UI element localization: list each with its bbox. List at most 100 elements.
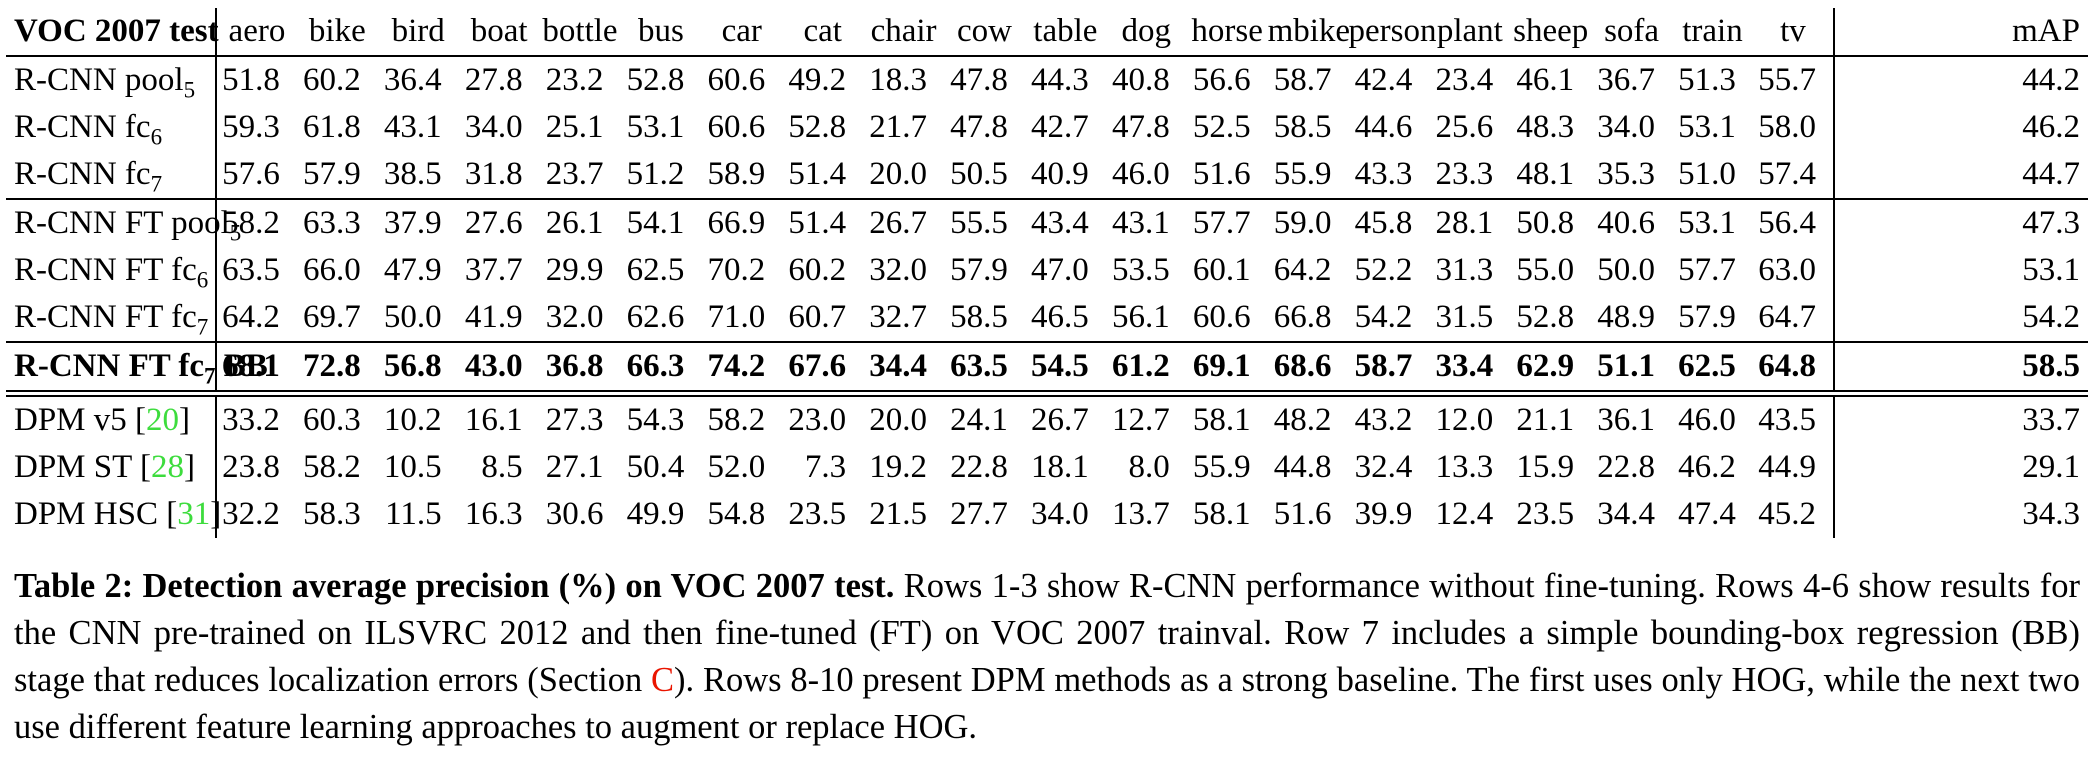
ap-cell-dog: 8.0 [1128,449,1170,485]
map-cell: 58.5 [1833,342,2088,397]
ap-cell-bottle: 36.8 [539,342,621,397]
ap-cell-bottle: 27.1 [545,449,604,485]
ap-cell-aero: 51.8 [215,56,297,104]
ap-cell-bird: 43.1 [383,109,442,145]
ap-cell-bottle: 30.6 [545,496,604,532]
ap-cell-horse: 58.1 [1192,402,1251,438]
ap-cell-person: 39.9 [1354,496,1413,532]
column-header-boat: boat [458,8,540,57]
ap-cell-car: 58.2 [707,402,766,438]
ap-cell-chair: 19.2 [869,449,928,485]
ap-cell-bus: 53.1 [626,109,685,145]
ap-cell-train: 53.1 [1678,109,1736,145]
ap-cell-tv: 45.2 [1758,496,1816,532]
column-header-train: train [1672,8,1753,57]
column-header-cat: cat [782,8,864,57]
ap-cell-plant: 12.0 [1435,402,1494,438]
column-header-aero: aero [215,8,297,57]
ap-cell-plant: 12.4 [1435,496,1494,532]
table-row: R-CNN FT pool5 58.2 63.3 37.9 27.6 26.1 54.1 66… [6,199,2088,247]
column-header-dog: dog [1105,8,1187,57]
ap-cell-chair: 21.7 [869,109,928,145]
table-caption: Table 2: Detection average precision (%)… [14,563,2080,751]
ap-cell-car: 58.9 [701,151,783,200]
section-c-link[interactable]: C [651,661,675,699]
ap-cell-boat: 16.1 [464,402,523,438]
ap-cell-car: 66.9 [707,205,766,241]
label-subscript: 5 [183,77,196,103]
ap-cell-sofa: 34.4 [1597,496,1656,532]
column-header-sofa: sofa [1591,8,1673,57]
ap-cell-bike: 60.3 [303,402,361,438]
ap-cell-cow: 55.5 [950,205,1008,241]
ap-cell-person: 32.4 [1354,449,1413,485]
ap-cell-boat: 27.8 [464,62,523,98]
ap-cell-horse: 52.5 [1192,109,1251,145]
ap-cell-tv: 58.0 [1758,109,1816,145]
caption-text-2: ). Rows 8-10 present DPM methods as a st… [14,661,2081,746]
table-header: VOC 2007 test aero bike bird boat bottle bus ca… [6,8,2088,57]
column-header-map: mAP [1833,8,2088,57]
ap-cell-train: 62.5 [1672,342,1753,397]
ap-cell-bottle: 32.0 [539,294,621,343]
ap-cell-plant: 31.5 [1429,294,1511,343]
ap-cell-table: 44.3 [1031,62,1089,98]
ap-cell-boat: 43.0 [458,342,540,397]
ap-cell-bird: 47.9 [383,252,442,288]
citation-link[interactable]: 28 [150,449,184,485]
ap-cell-bike: 58.3 [303,496,361,532]
column-header-bike: bike [296,8,378,57]
ap-cell-mbike: 58.5 [1273,109,1332,145]
ap-cell-person: 52.2 [1354,252,1413,288]
ap-cell-aero: 68.1 [215,342,297,397]
ap-cell-tv: 43.5 [1758,402,1816,438]
ap-cell-bird: 10.2 [383,402,442,438]
ap-cell-boat: 41.9 [458,294,540,343]
ap-cell-cow: 27.7 [950,496,1008,532]
ap-cell-bird: 36.4 [383,62,442,98]
ap-cell-bottle: 23.2 [545,62,604,98]
row-label: DPM ST [28] [14,449,195,485]
citation-link[interactable]: 20 [146,402,180,438]
ap-cell-sheep: 23.5 [1516,496,1575,532]
ap-cell-boat: 37.7 [464,252,523,288]
ap-cell-chair: 20.0 [869,402,928,438]
ap-cell-table: 18.1 [1031,449,1089,485]
ap-cell-train: 53.1 [1678,205,1736,241]
column-header-chair: chair [863,8,945,57]
table-row: R-CNN FT fc6 63.5 66.0 47.9 37.7 29.9 62.5 70.2… [6,247,2088,294]
ap-cell-tv: 64.7 [1752,294,1834,343]
ap-cell-train: 46.0 [1678,402,1736,438]
ap-cell-mbike: 58.7 [1273,62,1332,98]
ap-cell-car: 60.6 [707,109,766,145]
caption-bold-lead: Table 2: Detection average precision (%)… [14,567,895,605]
ap-cell-cow: 47.8 [950,109,1008,145]
citation-link[interactable]: 31 [177,496,211,532]
ap-cell-mbike: 55.9 [1267,151,1349,200]
ap-cell-cat: 49.2 [788,62,847,98]
table-row: DPM v5 [20] 33.2 60.3 10.2 16.1 27.3 54.3 58.2 2… [6,393,2088,444]
ap-cell-sheep: 48.1 [1510,151,1592,200]
ap-cell-horse: 55.9 [1192,449,1251,485]
ap-cell-horse: 57.7 [1192,205,1251,241]
ap-cell-bike: 57.9 [296,151,378,200]
ap-cell-car: 74.2 [701,342,783,397]
row-label: R-CNN FT fc7 [6,294,216,343]
ap-cell-dog: 61.2 [1105,342,1187,397]
ap-cell-cat: 51.4 [782,151,864,200]
ap-cell-cat: 23.5 [788,496,847,532]
label-subscript: 7 [196,314,209,340]
table-row: R-CNN FT fc7 64.2 69.7 50.0 41.9 32.0 62.6 71.0… [6,294,2088,343]
map-cell: 47.3 [1833,199,2088,247]
ap-cell-tv: 44.9 [1758,449,1816,485]
ap-cell-cow: 57.9 [950,252,1008,288]
ap-cell-plant: 23.4 [1435,62,1494,98]
ap-cell-boat: 8.5 [481,449,523,485]
ap-cell-train: 51.0 [1672,151,1753,200]
table-body: R-CNN pool5 51.8 60.2 36.4 27.8 23.2 52.8 60.6 4… [6,56,2088,538]
ap-cell-sheep: 52.8 [1510,294,1592,343]
map-cell: 34.3 [1833,491,2088,538]
ap-cell-cow: 24.1 [950,402,1008,438]
ap-cell-train: 57.9 [1672,294,1753,343]
ap-cell-sofa: 51.1 [1591,342,1673,397]
